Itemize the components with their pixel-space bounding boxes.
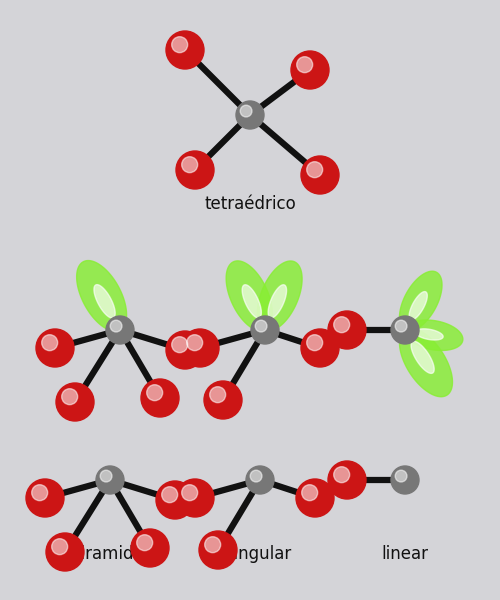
Circle shape — [240, 105, 252, 117]
Circle shape — [395, 320, 407, 332]
Circle shape — [395, 470, 407, 482]
Polygon shape — [400, 328, 452, 397]
Circle shape — [251, 316, 279, 344]
Circle shape — [302, 485, 318, 500]
Circle shape — [146, 385, 162, 401]
Circle shape — [136, 535, 152, 551]
Circle shape — [301, 329, 339, 367]
Text: tetraédrico: tetraédrico — [204, 195, 296, 213]
Circle shape — [391, 316, 419, 344]
Circle shape — [334, 317, 349, 332]
Circle shape — [328, 461, 366, 499]
Polygon shape — [400, 271, 442, 331]
Circle shape — [296, 479, 334, 517]
Circle shape — [110, 320, 122, 332]
Circle shape — [32, 485, 48, 500]
Circle shape — [56, 383, 94, 421]
Circle shape — [46, 533, 84, 571]
Circle shape — [246, 466, 274, 494]
Circle shape — [391, 466, 419, 494]
Circle shape — [172, 37, 188, 53]
Polygon shape — [416, 329, 443, 340]
Text: linear: linear — [382, 545, 428, 563]
Polygon shape — [268, 285, 286, 318]
Circle shape — [334, 467, 349, 482]
Circle shape — [181, 329, 219, 367]
Circle shape — [182, 485, 198, 500]
Polygon shape — [226, 261, 272, 331]
Circle shape — [204, 536, 220, 553]
Circle shape — [36, 329, 74, 367]
Circle shape — [255, 320, 267, 332]
Circle shape — [236, 101, 264, 129]
Circle shape — [96, 466, 124, 494]
Circle shape — [306, 161, 322, 178]
Circle shape — [210, 387, 226, 403]
Polygon shape — [76, 260, 126, 331]
Polygon shape — [94, 284, 115, 318]
Circle shape — [176, 151, 214, 189]
Polygon shape — [411, 341, 434, 373]
Circle shape — [250, 470, 262, 482]
Polygon shape — [258, 261, 302, 331]
Circle shape — [100, 470, 112, 482]
Polygon shape — [242, 285, 262, 318]
Circle shape — [172, 337, 188, 353]
Circle shape — [328, 311, 366, 349]
Circle shape — [306, 335, 322, 350]
Circle shape — [42, 335, 58, 350]
Circle shape — [131, 529, 169, 567]
Circle shape — [166, 31, 204, 69]
Circle shape — [301, 156, 339, 194]
Polygon shape — [405, 320, 463, 350]
Circle shape — [52, 539, 68, 554]
Circle shape — [106, 316, 134, 344]
Circle shape — [162, 487, 178, 503]
Circle shape — [156, 481, 194, 519]
Circle shape — [176, 479, 214, 517]
Circle shape — [141, 379, 179, 417]
Circle shape — [26, 479, 64, 517]
Text: angular: angular — [228, 545, 292, 563]
Circle shape — [166, 331, 204, 369]
Text: piramidal: piramidal — [71, 545, 149, 563]
Circle shape — [186, 335, 202, 350]
Polygon shape — [409, 292, 428, 320]
Circle shape — [296, 57, 312, 73]
Circle shape — [182, 157, 198, 173]
Circle shape — [199, 531, 237, 569]
Circle shape — [291, 51, 329, 89]
Circle shape — [62, 389, 78, 404]
Circle shape — [204, 381, 242, 419]
